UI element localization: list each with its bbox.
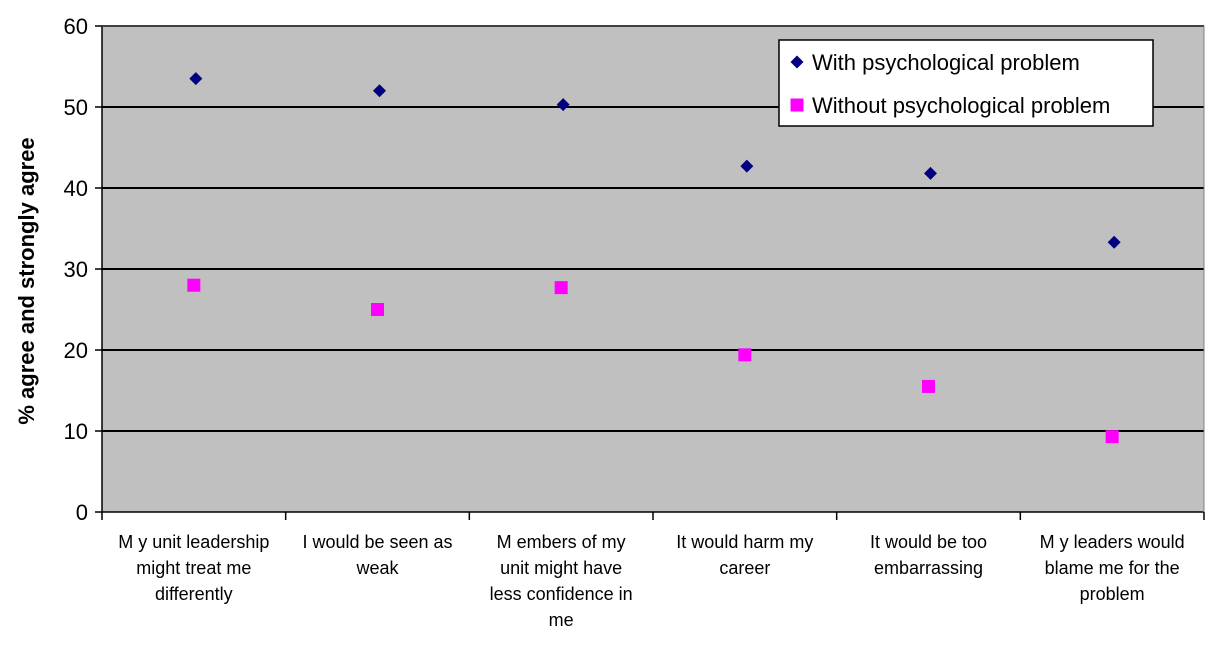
x-category-label: M embers of my unit might have less confid… bbox=[490, 532, 633, 630]
data-point-with bbox=[189, 72, 203, 86]
y-tick-label: 60 bbox=[64, 14, 88, 39]
data-point-with bbox=[1107, 235, 1121, 249]
y-tick-labels: 0 10 20 30 40 50 60 bbox=[64, 14, 88, 525]
x-category-label: M y leaders would blame me for the problem bbox=[1040, 532, 1185, 604]
data-point-with bbox=[556, 98, 570, 112]
y-tick-label: 50 bbox=[64, 95, 88, 120]
legend: With psychological problem Without psycho… bbox=[778, 39, 1154, 127]
data-points bbox=[187, 72, 1121, 444]
data-point-without bbox=[371, 303, 384, 316]
y-axis-title: % agree and strongly agree bbox=[14, 137, 39, 424]
y-tick-label: 40 bbox=[64, 176, 88, 201]
data-point-without bbox=[738, 348, 752, 362]
data-point-without bbox=[922, 379, 935, 393]
legend-label: With psychological problem bbox=[812, 50, 1080, 75]
x-category-label: It would harm my career bbox=[676, 532, 813, 578]
x-category-label: I would be seen as weak bbox=[302, 532, 452, 578]
legend-marker bbox=[790, 98, 804, 112]
y-tick-label: 20 bbox=[64, 338, 88, 363]
legend-box bbox=[778, 39, 1154, 127]
data-point-without bbox=[554, 281, 568, 295]
legend-label: Without psychological problem bbox=[812, 93, 1110, 118]
y-tick-label: 30 bbox=[64, 257, 88, 282]
data-point-with bbox=[740, 159, 754, 173]
x-category-labels: M y unit leadership might treat me differe… bbox=[118, 532, 1184, 630]
data-point-without bbox=[1105, 430, 1119, 444]
x-category-label: M y unit leadership might treat me differe… bbox=[118, 532, 269, 604]
y-tick-label: 10 bbox=[64, 419, 88, 444]
x-category-label: It would be too embarrassing bbox=[870, 532, 987, 578]
y-tick-label: 0 bbox=[76, 500, 88, 525]
data-point-with bbox=[373, 84, 386, 98]
legend-marker bbox=[790, 55, 804, 69]
data-point-without bbox=[187, 278, 201, 292]
data-point-with bbox=[924, 166, 937, 180]
axes bbox=[95, 25, 1205, 520]
